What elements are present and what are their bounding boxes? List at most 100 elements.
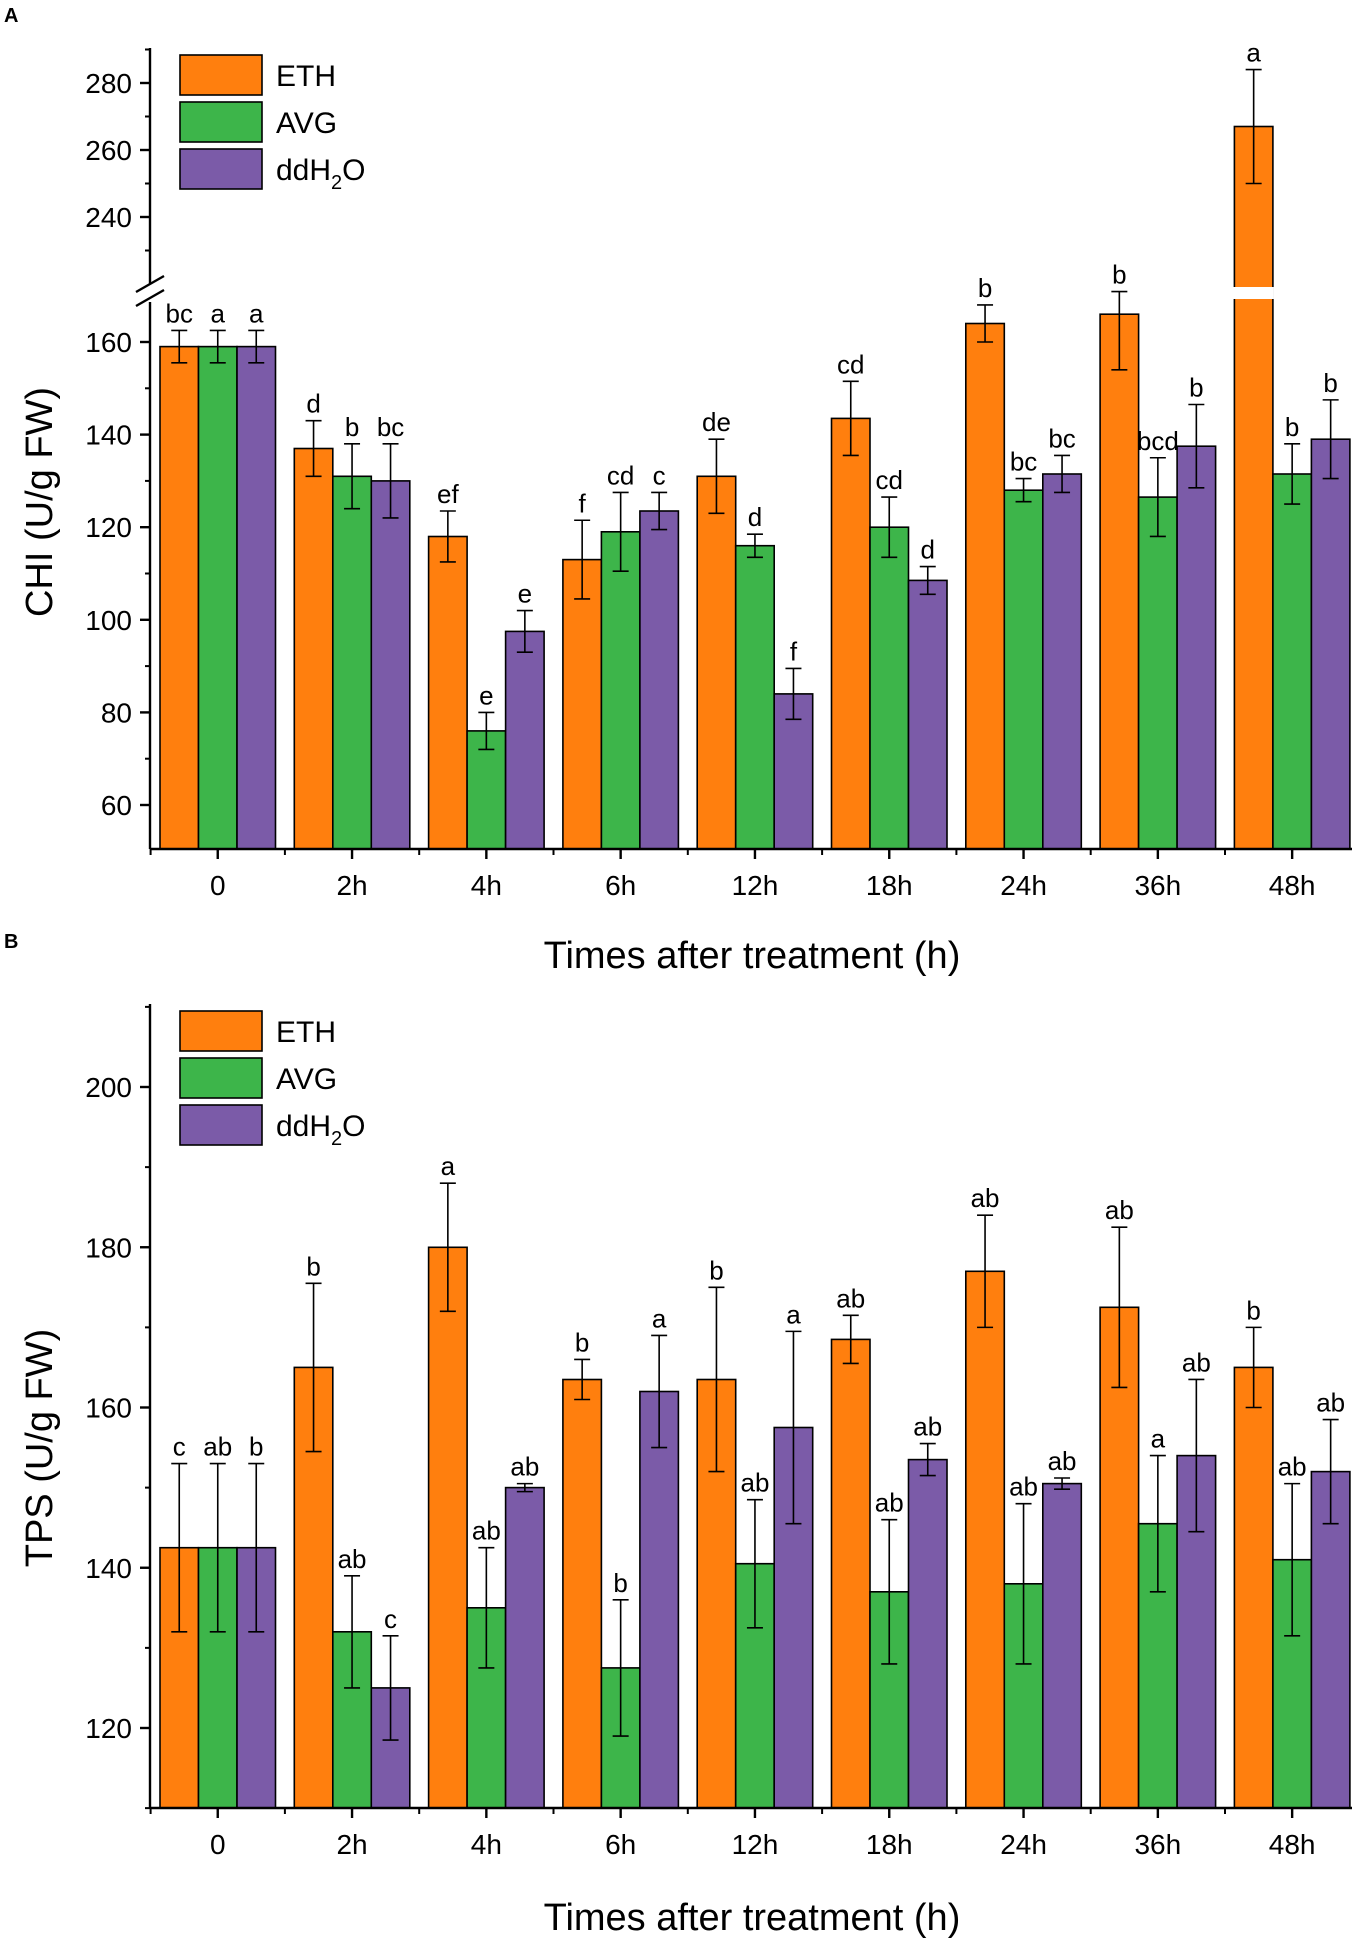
- x-tick-label-48h: 48h: [1269, 870, 1316, 901]
- error-bar-ddh2o-36h: [1188, 403, 1205, 489]
- bar-eth-4h: [427, 1246, 468, 1809]
- bar-ddh2o-18h: [907, 579, 948, 850]
- sig-label-eth-6h: f: [579, 488, 587, 518]
- sig-label-ddh2o-24h: ab: [1048, 1446, 1077, 1476]
- error-bar-eth-0: [171, 329, 188, 364]
- bar-ddh2o-24h: [1042, 1482, 1083, 1809]
- bar-avg-12h: [734, 544, 776, 850]
- sig-label-eth-6h: b: [575, 1327, 589, 1357]
- x-tick-label-2h: 2h: [336, 1829, 367, 1860]
- sig-label-ddh2o-4h: e: [518, 579, 532, 609]
- bar-avg-24h: [1003, 489, 1044, 850]
- error-bar-eth-24h: [977, 304, 994, 343]
- error-bar-ddh2o-24h: [1054, 1477, 1071, 1491]
- y-tick-label: 260: [85, 135, 132, 166]
- error-bar-avg-4h: [478, 711, 495, 751]
- sig-label-eth-0: bc: [166, 298, 193, 328]
- bar-break-stripe: [1233, 287, 1274, 299]
- bar-ddh2o-2h: [370, 1687, 411, 1809]
- sig-label-eth-2h: d: [306, 389, 320, 419]
- x-axis-title-a: Times after treatment (h): [544, 935, 961, 977]
- axis-break-icon: [135, 274, 165, 308]
- bar-eth-48h: [1233, 1366, 1274, 1809]
- x-tick-label-36h: 36h: [1134, 1829, 1181, 1860]
- error-bar-avg-36h: [1149, 456, 1166, 538]
- y-tick-label: 200: [85, 1072, 132, 1103]
- error-bar-eth-4h: [439, 1182, 456, 1313]
- x-tick-label-48h: 48h: [1269, 1829, 1316, 1860]
- x-tick-label-12h: 12h: [732, 870, 779, 901]
- error-bar-avg-6h: [612, 1599, 629, 1737]
- y-tick-label: 180: [85, 1232, 132, 1263]
- sig-label-ddh2o-12h: a: [786, 1299, 801, 1329]
- sig-label-avg-18h: cd: [876, 465, 903, 495]
- bar-ddh2o-0: [236, 345, 277, 850]
- error-bar-ddh2o-0: [248, 329, 265, 364]
- bar-eth-6h: [562, 1378, 603, 1809]
- x-tick-label-4h: 4h: [471, 870, 502, 901]
- error-bar-ddh2o-12h: [785, 1330, 802, 1525]
- bar-avg-48h: [1272, 473, 1313, 850]
- sig-label-avg-4h: e: [479, 680, 493, 710]
- error-bar-ddh2o-4h: [516, 609, 533, 654]
- sig-label-ddh2o-2h: bc: [377, 412, 404, 442]
- legend-label-ddh2o: ddH2O: [276, 154, 366, 194]
- bars-b: [159, 1246, 1351, 1809]
- sig-label-avg-4h: ab: [472, 1516, 501, 1546]
- x-tick-label-24h: 24h: [1000, 1829, 1047, 1860]
- sig-label-avg-48h: b: [1285, 412, 1299, 442]
- error-bar-avg-6h: [612, 491, 629, 572]
- error-bar-avg-12h: [746, 1498, 763, 1629]
- error-bar-avg-0: [209, 1462, 226, 1633]
- sig-label-ddh2o-0: b: [249, 1432, 263, 1462]
- y-tick-label: 100: [85, 605, 132, 636]
- legend-b: ETH AVG ddH2O: [179, 1010, 366, 1150]
- error-bar-eth-12h: [708, 1286, 725, 1473]
- bars-a: [159, 125, 1351, 850]
- sig-label-eth-24h: ab: [971, 1183, 1000, 1213]
- error-bar-ddh2o-18h: [919, 1442, 936, 1477]
- error-bars-b: [171, 1182, 1339, 1741]
- error-bar-avg-2h: [344, 1574, 361, 1689]
- sig-label-eth-24h: b: [978, 273, 992, 303]
- error-bar-eth-36h: [1111, 290, 1128, 371]
- bar-avg-18h: [869, 526, 910, 850]
- error-bar-avg-18h: [881, 496, 898, 559]
- legend-label-ddh2o: ddH2O: [276, 1110, 366, 1150]
- legend-label-avg: AVG: [276, 1063, 337, 1096]
- y-axis-title-b: TPS (U/g FW): [19, 1329, 61, 1568]
- error-bar-ddh2o-2h: [382, 443, 399, 519]
- bar-eth-0: [159, 1546, 200, 1809]
- sig-label-ddh2o-6h: a: [652, 1303, 667, 1333]
- bar-eth-18h: [830, 1338, 871, 1809]
- legend-label-eth: ETH: [276, 60, 336, 93]
- x-tick-label-0: 0: [210, 1829, 226, 1860]
- error-bar-eth-18h: [842, 1314, 859, 1365]
- legend-swatch-eth: [179, 54, 263, 96]
- x-tick-label-6h: 6h: [605, 870, 636, 901]
- error-bar-ddh2o-36h: [1188, 1378, 1205, 1533]
- legend-swatch-avg: [179, 1057, 263, 1099]
- error-bar-eth-36h: [1111, 1226, 1128, 1389]
- sig-label-avg-18h: ab: [875, 1488, 904, 1518]
- error-bar-avg-48h: [1284, 1482, 1301, 1637]
- error-bar-avg-12h: [746, 533, 763, 559]
- error-bar-avg-0: [209, 329, 226, 364]
- sig-label-eth-12h: b: [709, 1255, 723, 1285]
- sig-label-eth-4h: a: [441, 1151, 456, 1181]
- bar-eth-36h: [1099, 313, 1140, 850]
- error-bar-eth-48h: [1245, 68, 1262, 185]
- sig-label-ddh2o-12h: f: [790, 636, 798, 666]
- bar-ddh2o-0: [236, 1546, 277, 1809]
- legend-swatch-avg: [179, 101, 263, 143]
- error-bar-eth-6h: [574, 1358, 591, 1401]
- y-tick-label: 120: [85, 1713, 132, 1744]
- axis-break-gap: [140, 286, 1352, 300]
- legend-item-eth: ETH: [179, 54, 336, 96]
- y-tick-label: 140: [85, 1553, 132, 1584]
- sig-label-eth-36h: ab: [1105, 1195, 1134, 1225]
- sig-label-avg-2h: ab: [338, 1544, 367, 1574]
- sig-label-eth-0: c: [173, 1432, 186, 1462]
- sig-label-avg-36h: a: [1151, 1424, 1166, 1454]
